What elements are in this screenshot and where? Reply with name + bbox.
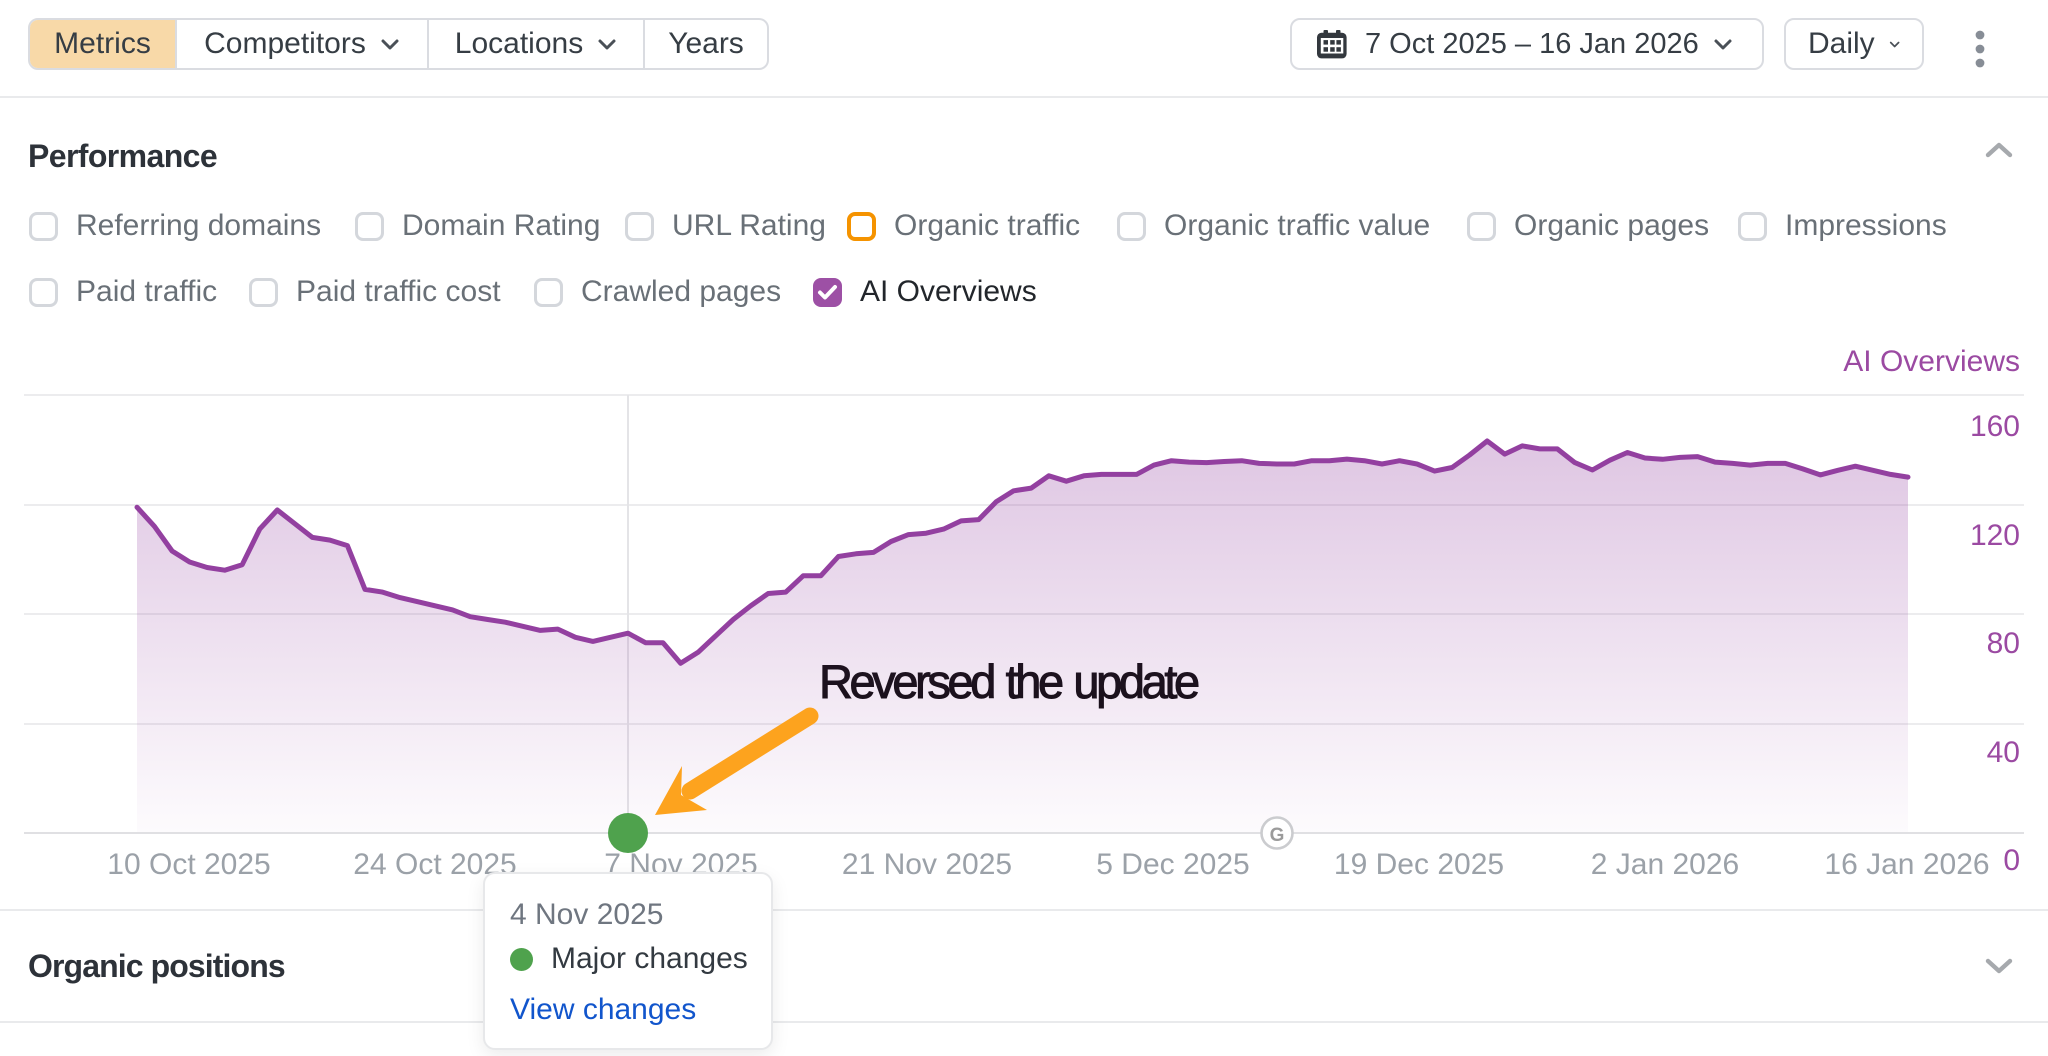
svg-text:G: G	[1270, 825, 1285, 846]
